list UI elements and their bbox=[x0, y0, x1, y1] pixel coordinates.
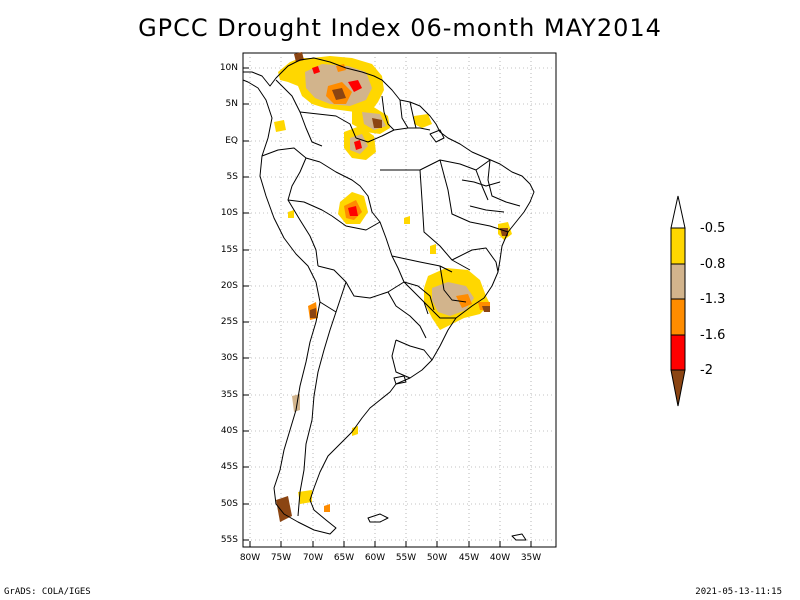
colorbar-label-3: -1.3 bbox=[700, 292, 726, 307]
continent-outline bbox=[242, 57, 535, 535]
lon-label-35w: 35W bbox=[520, 553, 542, 563]
colorbar-cap-bottom bbox=[670, 369, 686, 407]
colorbar-cap-top bbox=[670, 195, 686, 229]
lon-label-80w: 80W bbox=[239, 553, 261, 563]
lon-label-60w: 60W bbox=[364, 553, 386, 563]
colorbar-swatch-2 bbox=[670, 263, 686, 300]
colorbar bbox=[670, 195, 686, 407]
lon-label-45w: 45W bbox=[458, 553, 480, 563]
plot-frame bbox=[242, 52, 557, 548]
lat-label-5n: 5N bbox=[225, 99, 238, 109]
lat-label-30s: 30S bbox=[220, 353, 238, 363]
lon-label-40w: 40W bbox=[489, 553, 511, 563]
lon-label-65w: 65W bbox=[333, 553, 355, 563]
colorbar-swatch-3 bbox=[670, 298, 686, 336]
lat-label-eq: EQ bbox=[225, 136, 238, 146]
footer-credit: GrADS: COLA/IGES bbox=[4, 587, 91, 597]
lat-label-5s: 5S bbox=[226, 172, 238, 182]
lon-label-70w: 70W bbox=[302, 553, 324, 563]
colorbar-label-1: -0.5 bbox=[700, 221, 726, 236]
footer-timestamp: 2021-05-13-11:15 bbox=[695, 587, 782, 597]
colorbar-swatch-1 bbox=[670, 227, 686, 265]
lon-label-50w: 50W bbox=[426, 553, 448, 563]
lat-label-50s: 50S bbox=[220, 499, 238, 509]
colorbar-label-2: -0.8 bbox=[700, 257, 726, 272]
lon-label-55w: 55W bbox=[395, 553, 417, 563]
lat-label-10n: 10N bbox=[219, 63, 238, 73]
lat-label-55s: 55S bbox=[220, 535, 238, 545]
lat-label-10s: 10S bbox=[220, 208, 238, 218]
map-title: GPCC Drought Index 06-month MAY2014 bbox=[138, 14, 662, 42]
lat-label-40s: 40S bbox=[220, 426, 238, 436]
tick-marks bbox=[243, 67, 532, 547]
colorbar-label-4: -1.6 bbox=[700, 328, 726, 343]
lat-label-35s: 35S bbox=[220, 390, 238, 400]
lon-label-75w: 75W bbox=[270, 553, 292, 563]
lat-label-45s: 45S bbox=[220, 462, 238, 472]
lat-label-25s: 25S bbox=[220, 317, 238, 327]
colorbar-label-5: -2 bbox=[700, 363, 713, 378]
lat-label-20s: 20S bbox=[220, 281, 238, 291]
colorbar-swatch-4 bbox=[670, 334, 686, 371]
grid-lines bbox=[243, 53, 556, 547]
coastlines-and-borders bbox=[242, 57, 535, 541]
lat-label-15s: 15S bbox=[220, 245, 238, 255]
drought-index-shading bbox=[274, 52, 512, 522]
